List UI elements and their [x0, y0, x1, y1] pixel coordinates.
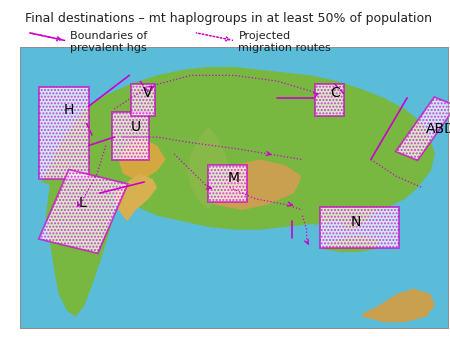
Bar — [40, 87, 89, 179]
Bar — [208, 165, 247, 201]
Polygon shape — [114, 174, 157, 221]
Text: U: U — [130, 120, 140, 134]
Bar — [20, 47, 448, 328]
Polygon shape — [187, 126, 230, 210]
Bar — [112, 112, 148, 160]
Text: Boundaries of
prevalent hgs: Boundaries of prevalent hgs — [70, 31, 147, 53]
Bar — [20, 47, 448, 328]
Bar — [315, 84, 344, 116]
Polygon shape — [324, 235, 379, 252]
Text: V: V — [143, 86, 153, 100]
Text: Projected
migration routes: Projected migration routes — [238, 31, 331, 53]
Polygon shape — [41, 67, 435, 230]
Polygon shape — [204, 216, 212, 227]
Polygon shape — [362, 289, 435, 322]
Polygon shape — [191, 160, 302, 210]
Polygon shape — [298, 145, 332, 216]
Text: ABD: ABD — [426, 122, 450, 136]
Text: C: C — [330, 86, 339, 100]
Polygon shape — [119, 137, 166, 182]
Bar — [39, 170, 128, 253]
Polygon shape — [311, 193, 324, 227]
Text: H: H — [64, 103, 74, 117]
Polygon shape — [46, 98, 135, 317]
Text: N: N — [351, 215, 361, 229]
Polygon shape — [379, 103, 396, 126]
Text: M: M — [228, 171, 239, 185]
Bar — [320, 207, 399, 248]
Bar — [396, 97, 450, 160]
Text: L: L — [79, 196, 87, 210]
Text: Final destinations – mt haplogroups in at least 50% of population: Final destinations – mt haplogroups in a… — [25, 12, 432, 25]
Bar — [131, 84, 155, 116]
Polygon shape — [341, 193, 375, 230]
